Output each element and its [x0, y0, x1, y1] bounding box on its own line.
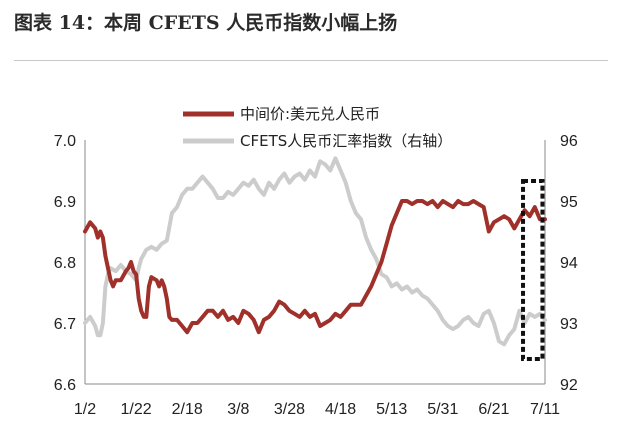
- legend: 中间价:美元兑人民币 CFETS人民币汇率指数（右轴）: [183, 105, 452, 150]
- y-right-tick-label: 95: [560, 194, 578, 211]
- y-left-tick-label: 6.7: [54, 316, 76, 333]
- legend-label-cfets: CFETS人民币汇率指数（右轴）: [240, 132, 452, 150]
- y-right-tick-label: 96: [560, 133, 578, 150]
- x-tick-label: 4/18: [325, 401, 356, 418]
- x-tick-label: 1/2: [74, 401, 96, 418]
- legend-label-usd-cny: 中间价:美元兑人民币: [240, 105, 380, 123]
- x-tick-label: 5/31: [427, 401, 458, 418]
- y-left-tick-label: 6.6: [54, 377, 76, 394]
- y-left-tick-label: 7.0: [54, 133, 76, 150]
- x-tick-label: 1/22: [121, 401, 152, 418]
- series-line-usd-cny: [83, 199, 547, 335]
- highlight-box: [521, 179, 545, 361]
- y-right-tick-label: 93: [560, 316, 578, 333]
- y-left-tick-label: 6.9: [54, 194, 76, 211]
- series-line-cfets: [83, 156, 547, 347]
- tick-labels: 7.0 6.9 6.8 6.7 6.6 96 95 94 93 92 1/2 1/22 2/18 3/8 3…: [54, 133, 578, 418]
- axes: [84, 140, 546, 385]
- title-divider: [14, 60, 608, 61]
- x-tick-label: 7/11: [530, 401, 560, 418]
- plot-area: [83, 156, 547, 361]
- x-tick-label: 6/21: [478, 401, 509, 418]
- x-tick-label: 3/28: [274, 401, 305, 418]
- y-right-tick-label: 94: [560, 255, 578, 272]
- y-right-tick-label: 92: [560, 377, 578, 394]
- chart-title: 图表 14：本周 CFETS 人民币指数小幅上扬: [14, 12, 398, 34]
- y-left-tick-label: 6.8: [54, 255, 76, 272]
- x-tick-label: 3/8: [227, 401, 249, 418]
- x-tick-label: 5/13: [376, 401, 407, 418]
- x-tick-label: 2/18: [172, 401, 203, 418]
